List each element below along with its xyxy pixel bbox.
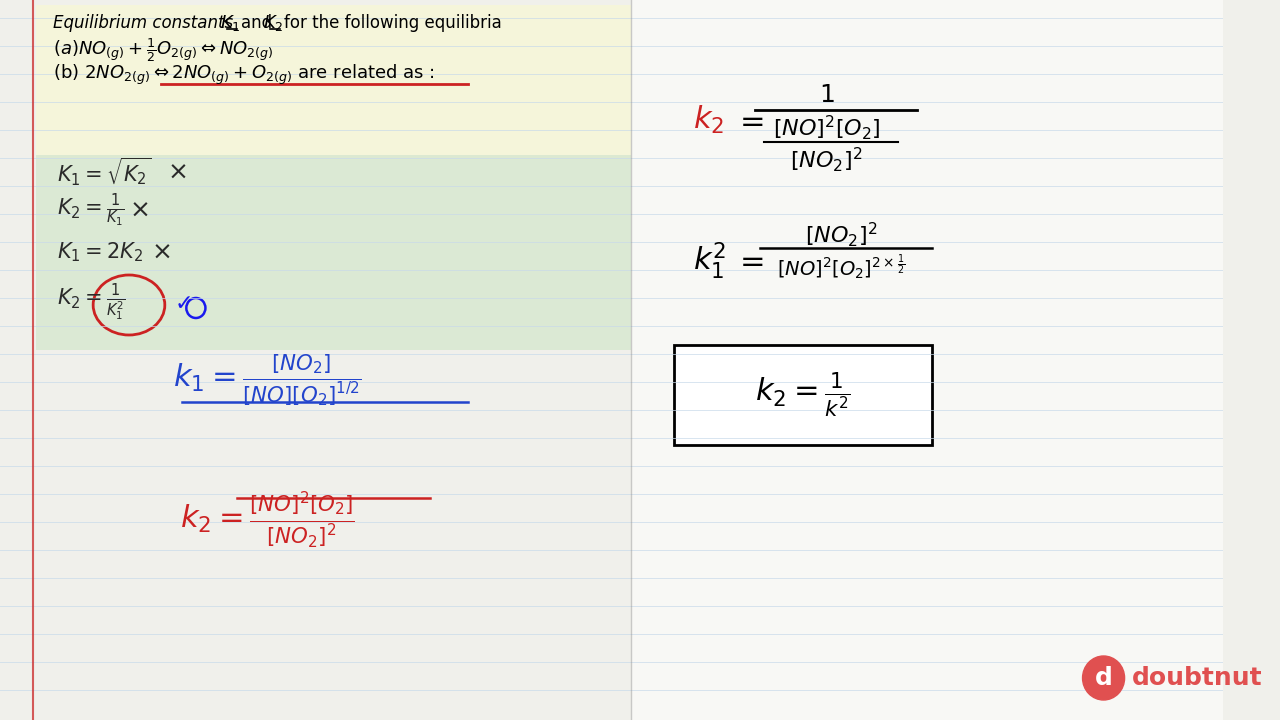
Text: $K_1 = 2K_2$: $K_1 = 2K_2$ — [58, 240, 143, 264]
Text: $K_1$: $K_1$ — [220, 13, 241, 33]
Text: doubtnut: doubtnut — [1133, 666, 1263, 690]
Text: $(a)NO_{(g)}+\frac{1}{2}O_{2(g)} \Leftrightarrow NO_{2(g)}$: $(a)NO_{(g)}+\frac{1}{2}O_{2(g)} \Leftri… — [52, 36, 273, 64]
FancyBboxPatch shape — [673, 345, 932, 445]
FancyBboxPatch shape — [36, 5, 653, 160]
Text: $K_1 = \sqrt{K_2}$: $K_1 = \sqrt{K_2}$ — [58, 156, 152, 188]
Text: for the following equilibria: for the following equilibria — [284, 14, 502, 32]
Text: $\checkmark$: $\checkmark$ — [174, 292, 191, 312]
Text: $k_1^2$: $k_1^2$ — [692, 240, 726, 281]
Text: $\times$: $\times$ — [168, 160, 187, 184]
Circle shape — [1083, 656, 1125, 700]
Text: $k_2$: $k_2$ — [692, 104, 724, 136]
Text: $=$: $=$ — [733, 246, 764, 274]
Text: $k_2 = \frac{[NO]^2[O_2]}{[NO_2]^2}$: $k_2 = \frac{[NO]^2[O_2]}{[NO_2]^2}$ — [180, 490, 355, 551]
Text: $[NO_2]^2$: $[NO_2]^2$ — [805, 220, 877, 249]
Text: and: and — [241, 14, 278, 32]
FancyBboxPatch shape — [36, 155, 653, 350]
Text: $K_2 = \frac{1}{K_1}$: $K_2 = \frac{1}{K_1}$ — [58, 192, 125, 228]
Text: d: d — [1094, 666, 1112, 690]
Text: Equilibrium constants: Equilibrium constants — [52, 14, 238, 32]
FancyBboxPatch shape — [631, 0, 1222, 720]
Text: $1$: $1$ — [819, 83, 835, 107]
Text: $\times$: $\times$ — [129, 198, 148, 222]
Text: $k_1 = \frac{[NO_2]}{[NO][O_2]^{1/2}}$: $k_1 = \frac{[NO_2]}{[NO][O_2]^{1/2}}$ — [173, 352, 362, 408]
Text: $[NO]^2[O_2]^{2\times\frac{1}{2}}$: $[NO]^2[O_2]^{2\times\frac{1}{2}}$ — [777, 252, 905, 282]
Text: $\times$: $\times$ — [151, 240, 170, 264]
Text: (b) $2NO_{2(g)} \Leftrightarrow 2NO_{(g)} + O_{2(g)}$ are related as :: (b) $2NO_{2(g)} \Leftrightarrow 2NO_{(g)… — [52, 63, 434, 87]
Text: $K_2$: $K_2$ — [262, 13, 283, 33]
Text: $k_2 = \frac{1}{k^2}$: $k_2 = \frac{1}{k^2}$ — [755, 370, 850, 420]
Text: $K_2 = \frac{1}{K_1^2}$: $K_2 = \frac{1}{K_1^2}$ — [58, 282, 127, 323]
Text: $[NO_2]^2$: $[NO_2]^2$ — [790, 145, 863, 174]
Text: $[NO]^2[O_2]$: $[NO]^2[O_2]$ — [773, 114, 881, 143]
Text: $=$: $=$ — [733, 106, 764, 135]
